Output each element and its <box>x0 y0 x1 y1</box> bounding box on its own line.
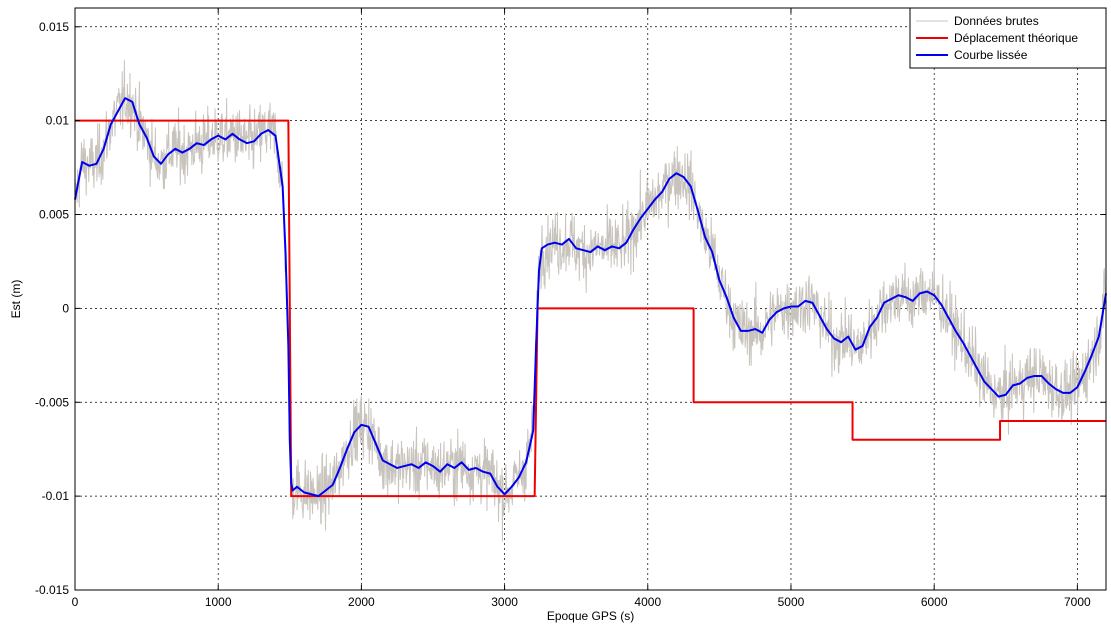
y-tick-label: 0.005 <box>39 208 69 222</box>
plot-frame <box>74 7 1107 591</box>
x-tick-label: 3000 <box>491 595 518 609</box>
series-line-smoothed-curve <box>74 97 1107 498</box>
x-axis-label: Epoque GPS (s) <box>547 609 634 623</box>
x-tick-label: 1000 <box>205 595 232 609</box>
series-area <box>74 60 1107 542</box>
y-axis-label: Est (m) <box>9 280 23 319</box>
legend-label: Courbe lissée <box>954 48 1028 62</box>
x-tick-label: 4000 <box>634 595 661 609</box>
legend: Données brutes Déplacement théorique Courb… <box>909 7 1107 69</box>
y-tick-label: -0.015 <box>35 583 69 597</box>
series-line-raw-data <box>74 60 1107 542</box>
y-tick-label: -0.005 <box>35 395 69 409</box>
y-tick-label: 0.015 <box>39 20 69 34</box>
x-tick-label: 0 <box>72 595 79 609</box>
y-tick-label: 0.01 <box>46 114 70 128</box>
series-line-theoretical-displacement <box>75 119 1106 498</box>
legend-label: Données brutes <box>954 14 1039 28</box>
y-tick-label: 0 <box>62 301 69 315</box>
x-tick-label: 7000 <box>1064 595 1091 609</box>
y-tick-label: -0.01 <box>42 489 70 503</box>
legend-label: Déplacement théorique <box>954 31 1078 45</box>
axis-ticks: 0 1000 2000 3000 4000 5000 6000 7000 -0.015 -0.01… <box>35 8 1106 609</box>
x-tick-label: 6000 <box>921 595 948 609</box>
x-tick-label: 2000 <box>348 595 375 609</box>
x-tick-label: 5000 <box>778 595 805 609</box>
